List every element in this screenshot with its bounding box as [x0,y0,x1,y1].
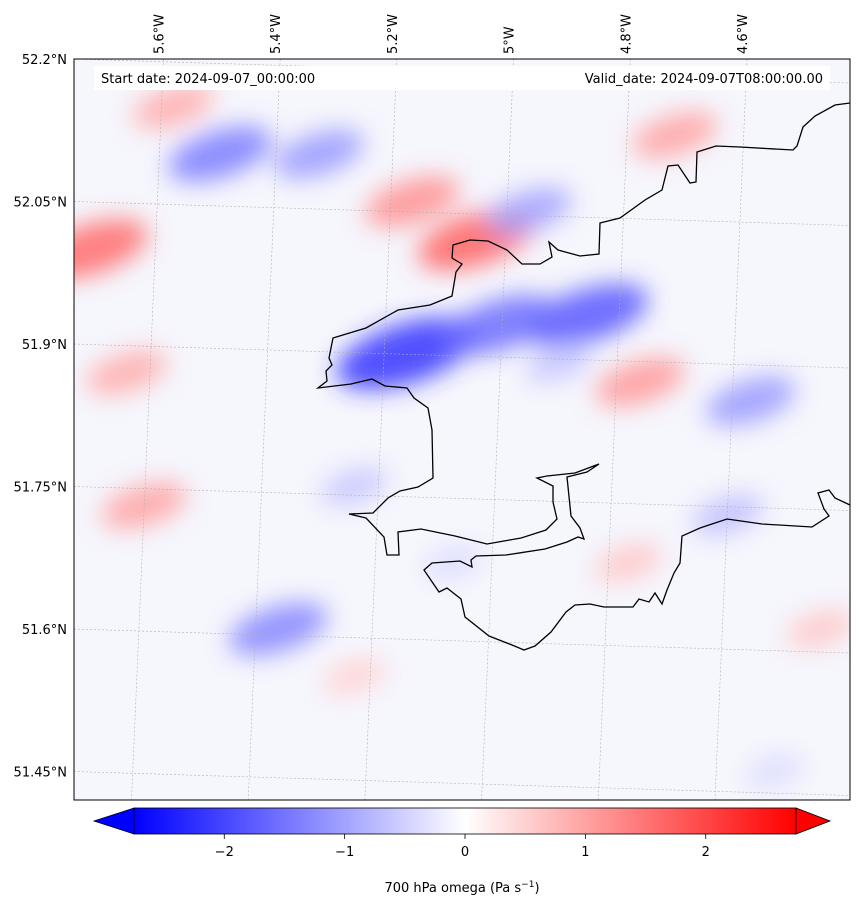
omega-cell [229,602,328,656]
header-box [94,66,830,90]
omega-cell [336,317,477,390]
parallel [74,201,850,226]
lat-label: 51.9°N [22,338,67,353]
omega-cell [424,545,482,580]
map-frame [73,58,851,801]
colorbar-tick-label: 2 [702,845,710,860]
valid-date-label: Valid_date: 2024-09-07T08:00:00.00 [585,72,823,87]
omega-cell [745,754,803,789]
colorbar-tick-label: 1 [581,845,589,860]
map-background [74,59,850,800]
colorbar-extend-min [92,807,135,835]
omega-cell [365,176,460,227]
start-date-label: Start date: 2024-09-07_00:00:00 [101,72,315,87]
lat-label: 51.75°N [14,481,67,496]
colorbar-label: 700 hPa omega (Pa s−1) [384,880,539,896]
omega-field [74,84,850,789]
lon-label: 5.6°W [153,14,168,54]
colorbar-label-exponent: −1 [521,880,534,890]
omega-cell [133,84,214,129]
colorbar-tick-label: −1 [335,845,354,860]
lon-label: 5.2°W [386,14,401,54]
coastline-main [315,102,850,651]
lon-label: 4.6°W [736,14,751,54]
colorbar-tick-label: 0 [461,845,469,860]
omega-cell [74,219,148,279]
omega-cell [632,111,718,159]
colorbar-label-text: 700 hPa omega (Pa s [384,881,521,896]
omega-cell [706,376,796,426]
omega-cell [443,295,556,355]
gridlines [74,59,850,800]
map-panel: Start date: 2024-09-07_00:00:00 Valid_da… [14,14,851,801]
lat-label: 52.2°N [22,53,67,68]
omega-cell [323,658,385,695]
lon-label: 5.4°W [269,14,284,54]
omega-cell [525,343,592,383]
omega-cell [168,126,272,182]
omega-cell [101,482,187,529]
parallel [74,628,850,654]
omega-cell [86,350,167,395]
latitude-labels: 52.2°N 52.05°N 51.9°N 51.75°N 51.6°N 51.45°N [14,53,67,781]
omega-cell [595,543,662,582]
parallel [74,343,850,369]
omega-cell [486,187,572,235]
colorbar-tick-label: −2 [215,845,234,860]
colorbar: −2 −1 0 1 2 700 hPa omega (Pa s−1) [92,807,832,896]
lon-label: 5°W [503,26,518,54]
lat-label: 51.45°N [14,766,67,781]
colorbar-ticks: −2 −1 0 1 2 [215,834,710,860]
colorbar-label-close: ) [534,881,539,896]
colorbar-body [133,807,797,835]
omega-cell [274,129,364,179]
longitude-labels: 5.6°W 5.4°W 5.2°W 5°W 4.8°W 4.6°W [153,14,751,54]
lon-label: 4.8°W [619,14,634,54]
omega-cell [526,283,649,348]
colorbar-extend-max [795,807,832,835]
lat-label: 51.6°N [22,623,67,638]
omega-cell [595,357,685,407]
omega-cell [320,467,388,506]
lat-label: 52.05°N [14,196,67,211]
parallel [74,771,850,796]
omega-cell [787,609,850,649]
parallel [74,486,850,511]
